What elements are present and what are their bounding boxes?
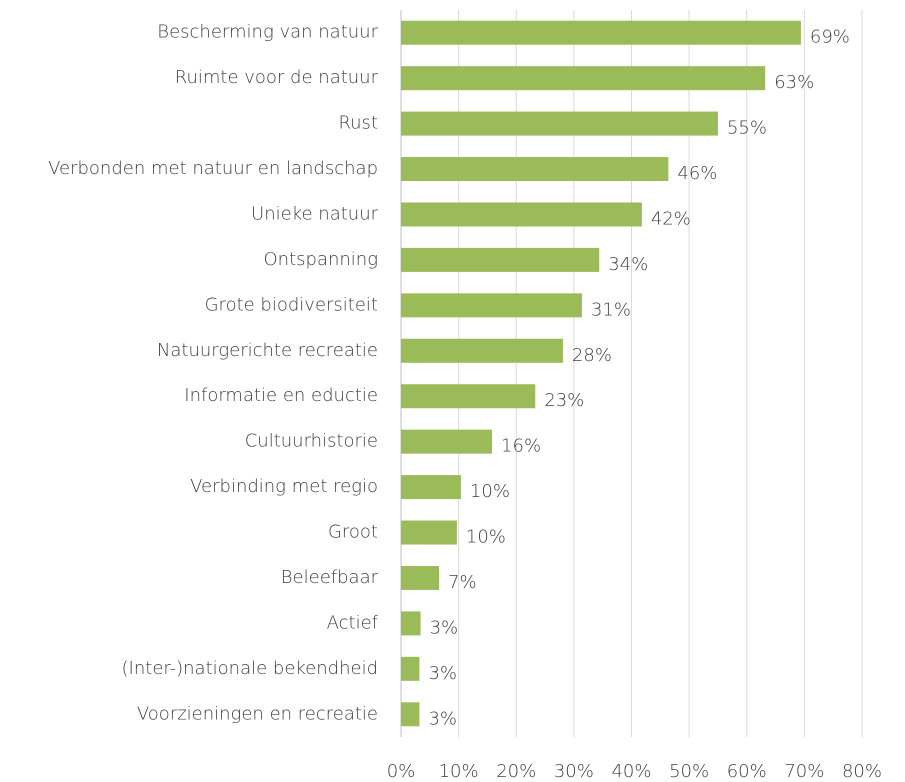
value-label: 7% [448,572,477,593]
y-tick-label: Cultuurhistorie [245,431,378,452]
bar [401,520,457,545]
bar [401,157,669,182]
value-label: 23% [544,390,584,411]
value-label: 3% [428,708,457,729]
x-tick-label: 70% [784,761,824,782]
x-tick-label: 50% [669,761,709,782]
value-label: 3% [430,617,459,638]
x-tick-label: 10% [439,761,479,782]
bar [401,66,766,91]
y-tick-label: Bescherming van natuur [157,22,378,43]
y-tick-label: Rust [338,113,378,134]
value-label: 46% [677,163,717,184]
x-tick-label: 80% [842,761,882,782]
value-label: 34% [608,254,648,275]
bar [401,475,461,500]
bar [401,293,582,318]
value-label: 3% [428,663,457,684]
x-tick-label: 20% [496,761,536,782]
y-tick-label: Ruimte voor de natuur [175,67,379,88]
y-tick-label: (Inter-)nationale bekendheid [122,658,378,679]
bar [401,565,440,590]
y-tick-label: Informatie en eductie [184,385,378,406]
y-tick-label: Groot [328,522,378,543]
x-tick-label: 30% [554,761,594,782]
value-label: 42% [651,208,691,229]
y-tick-label: Unieke natuur [251,203,379,224]
bar [401,429,493,454]
x-tick-label: 40% [611,761,651,782]
value-label: 10% [470,481,510,502]
bar [401,611,421,636]
x-tick-label: 60% [727,761,767,782]
bar [401,656,420,681]
bar [401,702,420,727]
bar [401,247,600,272]
y-tick-label: Natuurgerichte recreatie [157,340,378,361]
value-label: 31% [591,299,631,320]
value-label: 55% [727,118,767,139]
value-label: 69% [810,27,850,48]
y-tick-label: Voorzieningen en recreatie [137,703,378,724]
x-tick-label: 0% [387,761,416,782]
y-tick-label: Verbonden met natuur en landschap [48,158,378,179]
y-tick-label: Actief [327,612,379,633]
y-tick-label: Beleefbaar [281,567,379,588]
y-tick-label: Ontspanning [264,249,379,270]
value-label: 10% [466,527,506,548]
value-label: 63% [774,72,814,93]
bar [401,111,718,136]
value-label: 16% [501,436,541,457]
value-label: 28% [572,345,612,366]
bar [401,202,642,227]
y-tick-label: Verbinding met regio [190,476,378,497]
bar [401,384,536,409]
bar [401,20,801,45]
y-tick-label: Grote biodiversiteit [205,294,378,315]
bar [401,338,563,363]
